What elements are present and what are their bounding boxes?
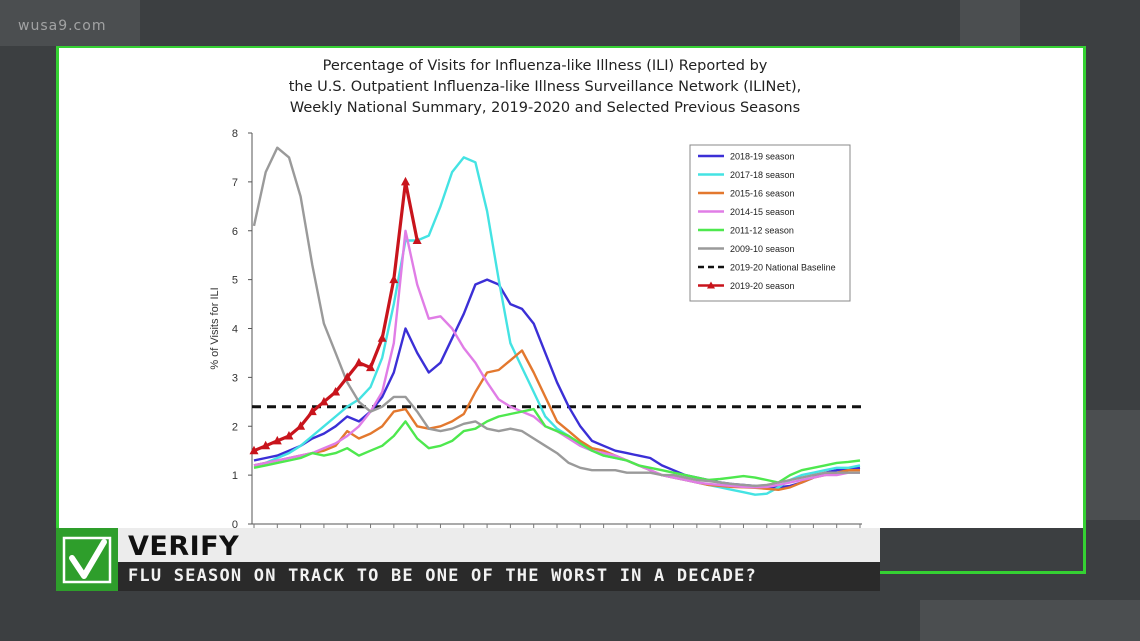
series-2015-16-season (253, 349, 860, 491)
chart-title-line-1: Percentage of Visits for Influenza-like … (322, 58, 768, 74)
y-axis-label: % of Visits for ILI (209, 287, 221, 369)
series-layer (249, 146, 861, 496)
chart-title-line-2: the U.S. Outpatient Influenza-like Illne… (288, 79, 802, 95)
lower-third-banner: VERIFY FLU SEASON ON TRACK TO BE ONE OF … (56, 528, 880, 591)
legend-label: 2017-18 season (730, 170, 795, 180)
series-line (253, 278, 861, 489)
data-point-marker (331, 387, 341, 396)
y-tick-label: 2 (232, 421, 238, 433)
series-2017-18-season (253, 156, 861, 496)
series-2009-10-season (252, 146, 860, 488)
legend-label: 2019-20 National Baseline (730, 263, 836, 273)
chart-title-line-3: Weekly National Summary, 2019-2020 and S… (289, 100, 801, 116)
headline: FLU SEASON ON TRACK TO BE ONE OF THE WOR… (128, 566, 757, 586)
data-point-marker (261, 440, 271, 450)
lower-third-top-bar (118, 528, 880, 562)
y-tick-label: 7 (232, 177, 238, 189)
lower-third-bottom-bar (118, 562, 880, 591)
data-point-marker (296, 421, 306, 430)
data-point-marker (412, 235, 422, 245)
series-line (253, 349, 860, 491)
legend-label: 2018-19 season (730, 152, 795, 162)
station-watermark: wusa9.com (18, 18, 107, 34)
series-2018-19-season (253, 278, 861, 489)
data-point-marker (249, 445, 259, 455)
y-tick-label: 0 (232, 519, 238, 531)
data-point-marker (342, 372, 352, 381)
legend-label: 2009-10 season (730, 244, 795, 254)
chart-legend: 2018-19 season 2017-18 season 2015-16 seas… (689, 144, 851, 302)
data-point-marker (377, 333, 387, 342)
legend-label: 2019-20 season (730, 281, 795, 291)
series-2011-12-season (253, 407, 861, 484)
chart-title: Percentage of Visits for Influenza-like … (90, 56, 1000, 119)
y-tick-label: 5 (232, 275, 238, 287)
data-point-marker (307, 406, 317, 416)
y-tick-label: 4 (232, 324, 238, 336)
background-decoration (0, 0, 140, 46)
verify-label: VERIFY (128, 531, 240, 562)
series-2019-20-season (249, 176, 422, 455)
legend-marker (707, 281, 715, 289)
y-tick-label: 6 (232, 226, 238, 238)
legend-label: 2011-12 season (730, 226, 794, 236)
background-decoration (920, 600, 1140, 641)
background-decoration (960, 0, 1020, 46)
data-point-marker (272, 435, 282, 445)
chart-axes: 0 1 2 3 4 5 6 7 8 % of Visits for ILI (209, 128, 862, 531)
series-line (253, 407, 861, 484)
data-point-marker (319, 396, 329, 406)
legend-label: 2014-15 season (730, 207, 795, 217)
series-line (253, 180, 419, 453)
legend-label: 2015-16 season (730, 189, 795, 199)
series-line (252, 146, 860, 488)
y-tick-label: 8 (232, 128, 238, 140)
data-point-marker (284, 431, 294, 440)
series-line (253, 156, 861, 496)
data-point-marker (401, 176, 410, 186)
y-tick-label: 1 (232, 470, 238, 482)
checkmark-icon (62, 536, 112, 584)
legend-box (689, 144, 851, 302)
data-point-marker (366, 362, 376, 372)
chart-panel (59, 48, 1083, 528)
y-tick-label: 3 (232, 372, 238, 384)
data-point-marker (354, 357, 364, 367)
data-point-marker (389, 274, 399, 284)
verify-logo (56, 528, 118, 591)
